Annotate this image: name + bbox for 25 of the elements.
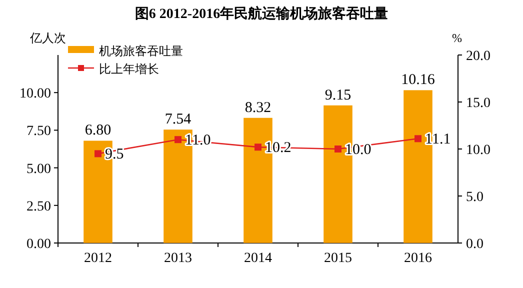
data-label: 9.15	[324, 87, 352, 104]
ytick: 0.00	[26, 237, 51, 252]
y2tick: 20.0	[466, 49, 490, 64]
data-label: 7.54	[164, 112, 192, 128]
y2tick: 0.0	[466, 237, 484, 252]
ytick: 7.50	[26, 124, 51, 140]
xtick: 2012	[84, 251, 112, 266]
ytick: 5.00	[26, 162, 51, 177]
ytick: 10.00	[20, 86, 51, 102]
legend-label: 比上年增长	[99, 62, 159, 76]
title: 图6 2012-2016年民航运输机场旅客吞吐量	[134, 7, 388, 22]
xtick: 2015	[324, 251, 352, 266]
ylabel: 亿人次	[30, 31, 66, 45]
xtick: 2016	[404, 251, 432, 266]
data-label: 6.80	[84, 122, 112, 139]
y2label: %	[452, 31, 462, 45]
data-label: 10.16	[401, 72, 435, 88]
xtick: 2014	[244, 251, 272, 266]
xtick: 2013	[164, 251, 192, 266]
ytick: 2.50	[26, 199, 51, 214]
y2tick: 10.0	[466, 143, 490, 158]
data-label: 8.32	[244, 100, 272, 116]
y2tick: 15.0	[466, 96, 490, 111]
y2tick: 5.0	[466, 190, 484, 205]
legend-label: 机场旅客吞吐量	[99, 44, 183, 58]
